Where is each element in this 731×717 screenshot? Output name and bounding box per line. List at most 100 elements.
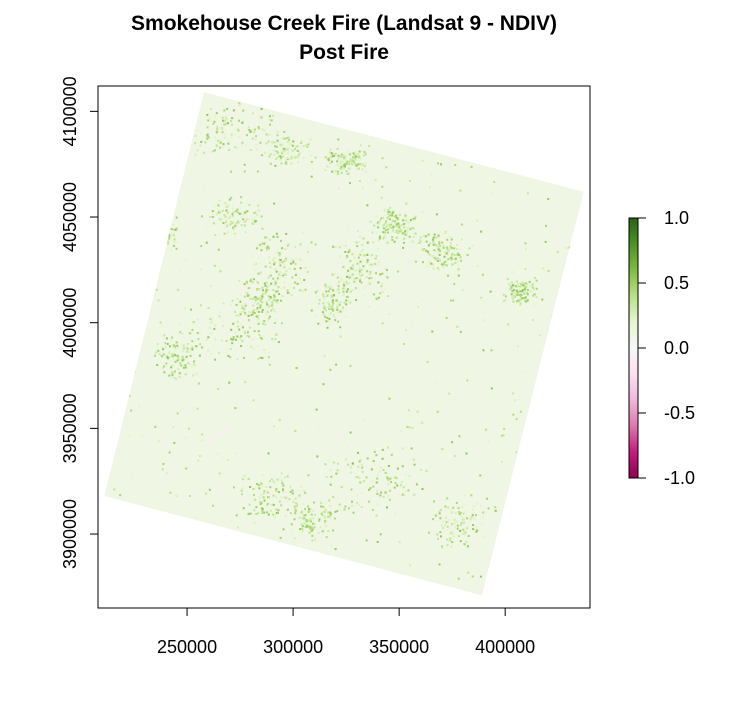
raster-pixel [360,164,363,167]
raster-pixel [487,440,490,443]
raster-pixel [257,281,260,284]
raster-pixel [567,439,570,442]
raster-pixel [259,115,262,118]
raster-pixel [268,496,270,499]
raster-pixel [568,439,571,442]
raster-pixel [237,314,240,317]
raster-pixel [272,277,275,280]
raster-pixel [526,192,529,195]
raster-pixel [314,156,317,159]
raster-pixel [364,161,367,164]
raster-pixel [240,212,243,215]
raster-pixel [476,502,479,505]
raster-pixel [154,252,157,255]
raster-pixel [385,225,388,228]
raster-pixel [191,348,194,351]
raster-pixel [219,146,222,149]
raster-pixel [375,255,378,257]
raster-pixel [466,527,468,530]
raster-pixel [304,266,307,269]
raster-pixel [340,153,343,156]
raster-pixel [479,505,482,508]
raster-pixel [353,277,356,280]
raster-pixel [279,264,282,267]
raster-pixel [339,308,342,311]
raster-pixel [350,466,353,469]
raster-pixel [187,343,189,345]
raster-pixel [375,454,378,457]
raster-pixel [387,295,390,297]
raster-pixel [231,123,233,126]
raster-pixel [209,108,212,110]
raster-pixel [196,332,199,334]
raster-pixel [324,285,327,288]
raster-pixel [447,519,450,521]
raster-pixel [265,104,268,107]
raster-pixel [461,289,464,291]
raster-pixel [275,495,278,498]
raster-pixel [294,246,297,248]
raster-pixel [175,216,178,219]
raster-pixel [266,245,269,248]
raster-pixel [450,248,453,251]
raster-pixel [538,334,541,337]
raster-pixel [287,292,290,294]
raster-pixel [178,357,181,360]
raster-pixel [292,259,295,262]
raster-pixel [471,575,474,578]
raster-pixel [534,113,537,116]
raster-pixel [379,220,381,222]
raster-pixel [450,299,452,302]
raster-pixel [260,544,263,547]
raster-pixel [293,537,296,540]
raster-pixel [419,255,422,258]
raster-pixel [156,235,159,238]
raster-pixel [319,526,322,529]
raster-pixel [280,144,283,147]
x-axis: 250000 300000 350000 400000 [157,608,535,657]
raster-pixel [311,539,314,542]
raster-pixel [175,128,178,131]
raster-pixel [328,166,331,169]
raster-pixel [356,230,359,232]
raster-pixel [376,489,379,492]
raster-pixel [254,221,256,224]
raster-pixel [271,141,274,144]
raster-pixel [329,483,332,486]
raster-pixel [575,389,578,392]
raster-pixel [383,227,385,230]
raster-pixel [352,152,355,155]
raster-pixel [293,505,296,508]
raster-pixel [178,372,181,375]
raster-pixel [512,292,515,295]
raster-pixel [339,155,342,158]
raster-pixel [381,157,384,160]
raster-pixel [370,254,373,257]
raster-pixel [169,345,171,348]
raster-pixel [167,233,170,236]
raster-pixel [449,242,452,245]
raster-pixel [324,294,327,297]
raster-pixel [200,132,203,134]
raster-pixel [304,514,307,517]
raster-pixel [562,481,565,484]
raster-pixel [164,228,167,231]
raster-pixel [409,110,412,113]
raster-pixel [166,237,169,240]
raster-pixel [515,451,518,454]
raster-pixel [229,427,232,430]
raster-pixel [281,295,284,297]
raster-pixel [301,290,304,293]
raster-pixel [337,472,340,475]
raster-pixel [533,287,536,290]
raster-pixel [418,238,421,241]
raster-pixel [265,281,268,284]
raster-pixel [524,287,527,290]
raster-pixel [258,334,261,337]
raster-pixel [342,167,345,170]
raster-pixel [440,535,442,538]
raster-pixel [348,160,351,163]
raster-pixel [238,328,241,331]
raster-pixel [174,353,176,356]
raster-pixel [210,320,213,323]
